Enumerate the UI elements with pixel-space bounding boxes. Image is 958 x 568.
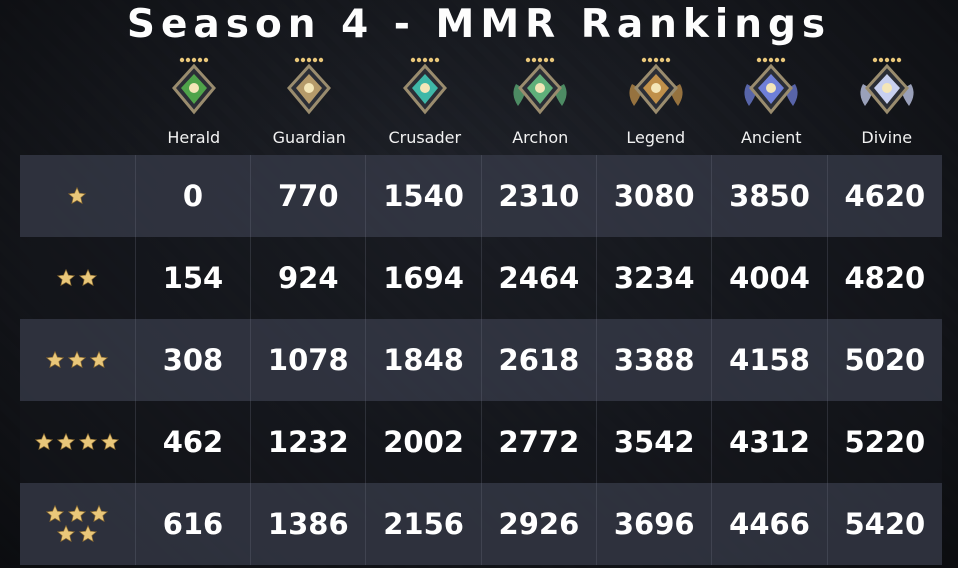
mmr-value: 2156 xyxy=(366,483,482,565)
star-tier-cell xyxy=(20,401,136,483)
table-row: 154 924 1694 2464 3234 4004 4820 xyxy=(20,237,942,319)
rank-medal-icon xyxy=(402,57,447,115)
mmr-value: 770 xyxy=(251,155,367,237)
star-icon xyxy=(68,504,87,523)
rank-medal-icon xyxy=(860,57,914,115)
rank-column-guardian: Guardian xyxy=(252,54,368,152)
star-tier-cell xyxy=(20,319,136,401)
rank-medal-icon xyxy=(513,57,567,115)
mmr-value: 3388 xyxy=(597,319,713,401)
mmr-value: 5220 xyxy=(844,425,926,459)
star-icon xyxy=(79,432,98,451)
mmr-value: 616 xyxy=(136,483,252,565)
star-icon xyxy=(68,186,87,205)
star-icon xyxy=(57,524,76,543)
rank-name: Crusader xyxy=(388,128,462,147)
rank-medal-icon xyxy=(171,57,216,115)
star-icon xyxy=(46,504,65,523)
rank-column-divine: Divine xyxy=(829,54,945,152)
mmr-value: 1540 xyxy=(366,155,482,237)
mmr-value: 1694 xyxy=(366,237,482,319)
rank-column-legend: Legend xyxy=(598,54,714,152)
mmr-value: 1232 xyxy=(251,401,367,483)
mmr-value: 4466 xyxy=(712,483,828,565)
rank-name: Archon xyxy=(512,128,569,147)
mmr-value: 1848 xyxy=(366,319,482,401)
rank-name: Ancient xyxy=(740,128,802,147)
mmr-value: 2310 xyxy=(482,155,598,237)
star-icon xyxy=(46,350,65,369)
mmr-value: 5420 xyxy=(844,507,926,541)
mmr-value: 4158 xyxy=(712,319,828,401)
mmr-value: 924 xyxy=(251,237,367,319)
mmr-value: 3234 xyxy=(597,237,713,319)
mmr-value: 1386 xyxy=(251,483,367,565)
mmr-value: 4620 xyxy=(844,179,926,213)
mmr-value: 1078 xyxy=(251,319,367,401)
star-tier-cell xyxy=(20,237,136,319)
mmr-value: 2618 xyxy=(482,319,598,401)
mmr-value: 3696 xyxy=(597,483,713,565)
rank-medal-icon xyxy=(744,57,798,115)
star-icon xyxy=(79,268,98,287)
mmr-value: 4820 xyxy=(844,261,926,295)
mmr-value: 2772 xyxy=(482,401,598,483)
rank-column-herald: Herald xyxy=(136,54,252,152)
rank-header: Herald Guardian Crusader Archon Legend Ancien… xyxy=(136,54,945,152)
star-icon xyxy=(90,504,109,523)
mmr-value: 2464 xyxy=(482,237,598,319)
rank-column-archon: Archon xyxy=(483,54,599,152)
table-row: 308 1078 1848 2618 3388 4158 5020 xyxy=(20,319,942,401)
rank-column-crusader: Crusader xyxy=(367,54,483,152)
mmr-value: 3080 xyxy=(597,155,713,237)
mmr-table: 0 770 1540 2310 3080 3850 4620 154 924 1694 2464 32… xyxy=(20,155,942,565)
mmr-value: 3850 xyxy=(712,155,828,237)
mmr-value: 462 xyxy=(136,401,252,483)
mmr-value: 2002 xyxy=(366,401,482,483)
rank-medal-icon xyxy=(287,57,332,115)
mmr-value: 4312 xyxy=(712,401,828,483)
rank-medal-icon xyxy=(629,57,683,115)
rank-name: Guardian xyxy=(272,128,346,147)
table-row: 0 770 1540 2310 3080 3850 4620 xyxy=(20,155,942,237)
mmr-value: 308 xyxy=(136,319,252,401)
star-icon xyxy=(101,432,120,451)
star-icon xyxy=(90,350,109,369)
mmr-value: 3542 xyxy=(597,401,713,483)
mmr-value: 5020 xyxy=(844,343,926,377)
rank-name: Legend xyxy=(626,128,686,147)
mmr-value: 0 xyxy=(136,155,252,237)
star-icon xyxy=(57,432,76,451)
rank-column-ancient: Ancient xyxy=(714,54,830,152)
mmr-value: 4004 xyxy=(712,237,828,319)
page-title: Season 4 - MMR Rankings xyxy=(126,2,832,47)
mmr-value: 2926 xyxy=(482,483,598,565)
star-icon xyxy=(79,524,98,543)
rank-name: Herald xyxy=(167,128,221,147)
star-tier-cell xyxy=(20,483,136,565)
mmr-value: 154 xyxy=(136,237,252,319)
table-row: 462 1232 2002 2772 3542 4312 5220 xyxy=(20,401,942,483)
star-tier-cell xyxy=(20,155,136,237)
rank-name: Divine xyxy=(861,128,913,147)
table-row: 616 1386 2156 2926 3696 4466 5420 xyxy=(20,483,942,565)
star-icon xyxy=(57,268,76,287)
star-icon xyxy=(35,432,54,451)
star-icon xyxy=(68,350,87,369)
